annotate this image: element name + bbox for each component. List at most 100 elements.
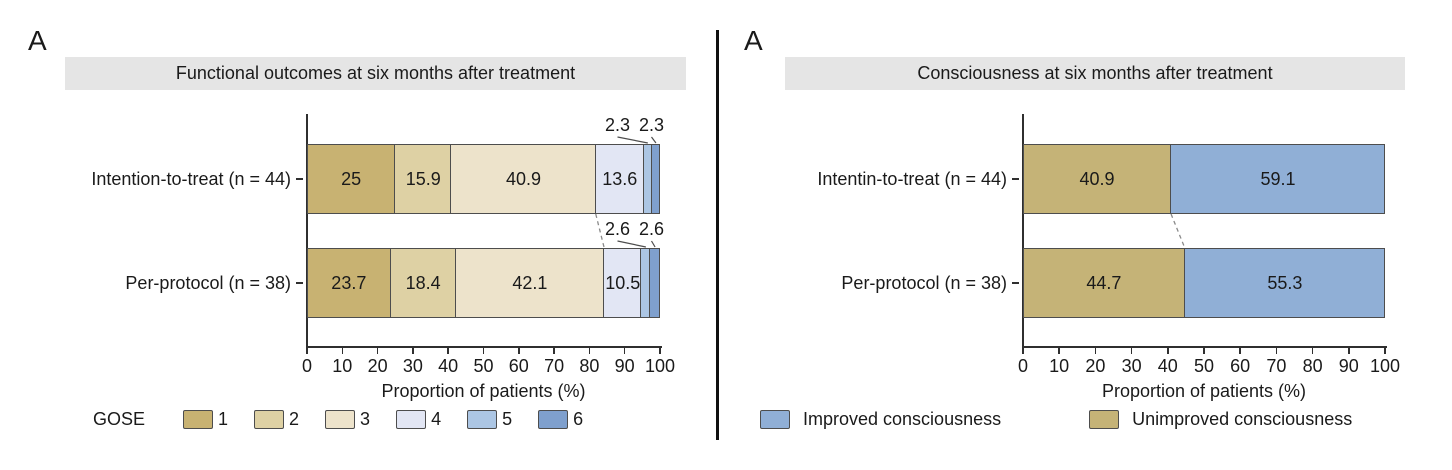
bar-segment <box>390 248 456 318</box>
legend-item-label: 2 <box>289 409 300 429</box>
bar-segment <box>604 248 642 318</box>
segment-value-label-outside: 2.6 <box>638 219 665 239</box>
x-axis-tick <box>341 346 344 354</box>
x-tick-label: 10 <box>1049 356 1070 376</box>
legend-item-label: 1 <box>218 409 229 429</box>
value-leader-line <box>617 240 647 248</box>
value-leader-line <box>650 240 656 248</box>
category-tick <box>1012 178 1019 180</box>
segment-value-label-outside: 2.6 <box>604 219 631 239</box>
legend-consciousness: Improved consciousness Unimproved conscio… <box>760 409 1352 430</box>
x-axis-tick <box>1203 346 1205 354</box>
x-tick-label: 80 <box>1302 356 1323 376</box>
segment-value-label: 40.9 <box>1079 169 1115 189</box>
segment-value-label: 40.9 <box>506 169 542 189</box>
legend-item-label: Unimproved consciousness <box>1132 409 1353 429</box>
category-tick <box>296 282 303 284</box>
x-axis-title: Proportion of patients (%) <box>1101 381 1307 401</box>
x-tick-label: 70 <box>1266 356 1287 376</box>
value-leader-line <box>617 136 648 144</box>
between-bar-connector-line <box>595 213 605 249</box>
x-axis-tick <box>376 346 379 354</box>
bar-segment <box>455 248 605 318</box>
segment-value-label: 42.1 <box>512 273 548 293</box>
segment-value-label: 18.4 <box>405 273 441 293</box>
segment-value-label: 44.7 <box>1086 273 1122 293</box>
category-tick <box>1012 282 1019 284</box>
stacked-bar: 44.7 55.3 <box>1023 248 1385 318</box>
x-axis-tick <box>1022 346 1024 354</box>
bar-segment <box>650 248 660 318</box>
x-axis-tick <box>1167 346 1169 354</box>
segment-value-label: 59.1 <box>1260 169 1296 189</box>
segment-value-label-outside: 2.3 <box>604 115 631 135</box>
category-label: Intention-to-treat (n = 44) <box>91 169 291 189</box>
legend-item: 2 <box>254 409 299 430</box>
x-axis-tick <box>1384 346 1386 354</box>
legend-item-label: 5 <box>502 409 513 429</box>
x-axis-tick <box>553 346 555 354</box>
x-tick-label: 50 <box>1193 356 1215 376</box>
panel-divider <box>716 30 719 440</box>
x-tick-label: 30 <box>402 356 423 376</box>
x-axis-tick <box>1239 346 1241 354</box>
chart-title-consciousness: Consciousness at six months after treatm… <box>785 57 1405 90</box>
legend-item: Improved consciousness <box>760 409 1001 430</box>
y-axis <box>1022 114 1024 346</box>
x-tick-label: 70 <box>544 356 565 376</box>
chart-functional-outcomes: 0 10 20 30 40 50 60 70 80 90 100 Proportion of pati… <box>0 0 718 470</box>
x-axis-tick <box>412 346 414 354</box>
chart-title-functional: Functional outcomes at six months after … <box>65 57 686 90</box>
legend-swatch <box>396 410 427 429</box>
bar-segment <box>643 144 652 214</box>
x-axis-tick <box>447 346 449 354</box>
bar-segment <box>1184 248 1385 318</box>
bar-segment <box>651 144 660 214</box>
stacked-bar: 40.9 59.1 <box>1023 144 1385 214</box>
segment-value-label: 25 <box>341 169 362 189</box>
x-tick-label: 40 <box>1157 356 1178 376</box>
bar-segment <box>1023 248 1185 318</box>
x-axis-tick <box>588 346 591 354</box>
bar-segment <box>451 144 596 214</box>
panel-consciousness: A Consciousness at six months after trea… <box>718 0 1452 470</box>
legend-item: Unimproved consciousness <box>1089 409 1352 430</box>
x-tick-label: 90 <box>1338 356 1359 376</box>
legend-item-label: 6 <box>573 409 584 429</box>
panel-functional-outcomes: A Functional outcomes at six months afte… <box>0 0 718 470</box>
legend-item: 3 <box>325 409 370 430</box>
x-axis-tick <box>1094 346 1097 354</box>
bar-segment <box>307 248 391 318</box>
segment-value-label-outside: 2.3 <box>638 115 665 135</box>
category-label: Per-protocol (n = 38) <box>125 273 291 293</box>
legend-swatch <box>1089 410 1120 429</box>
legend-item-label: 3 <box>360 409 371 429</box>
value-leader-line <box>651 136 657 144</box>
legend-item: 5 <box>467 409 512 430</box>
legend-item-label: 4 <box>431 409 442 429</box>
legend-swatch <box>254 410 285 429</box>
x-axis-title: Proportion of patients (%) <box>381 381 586 401</box>
segment-value-label: 15.9 <box>405 169 441 189</box>
legend-item: 1 <box>183 409 228 430</box>
x-tick-label: 80 <box>579 356 600 376</box>
x-axis-tick <box>623 346 626 354</box>
segment-value-label: 55.3 <box>1267 273 1303 293</box>
bar-segment <box>1023 144 1172 214</box>
x-axis-tick <box>659 346 661 354</box>
x-tick-label: 30 <box>1121 356 1142 376</box>
between-bar-connector-line <box>1170 213 1186 249</box>
panel-label: A <box>28 25 47 56</box>
legend-gose: GOSE 1 2 3 4 5 6 <box>93 409 583 430</box>
x-axis-tick <box>518 346 520 354</box>
legend-swatch <box>325 410 356 429</box>
legend-swatch <box>760 410 790 429</box>
x-axis-tick <box>1275 346 1278 354</box>
x-tick-label: 60 <box>508 356 529 376</box>
x-axis-tick <box>1130 346 1133 354</box>
segment-value-label: 10.5 <box>605 273 641 293</box>
x-tick-label: 100 <box>644 356 676 376</box>
bar-segment <box>595 144 644 214</box>
category-label: Per-protocol (n = 38) <box>841 273 1007 293</box>
